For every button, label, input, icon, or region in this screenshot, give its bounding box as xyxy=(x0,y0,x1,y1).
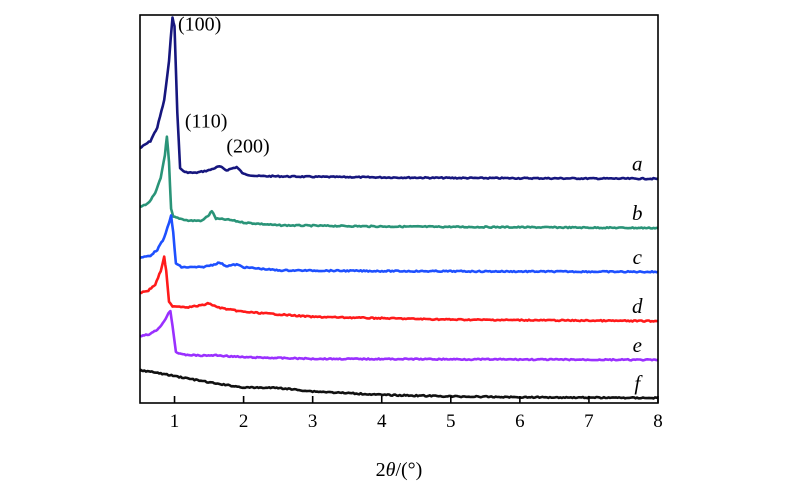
series-f-line xyxy=(139,368,659,400)
series-label-a: a xyxy=(632,152,643,176)
x-tick-label: 3 xyxy=(308,411,318,432)
x-tick-label: 7 xyxy=(584,411,594,432)
curves xyxy=(139,16,659,400)
series-a-line xyxy=(139,16,659,181)
x-tick-label: 2 xyxy=(239,411,249,432)
peak-label: (110) xyxy=(185,111,228,133)
series-label-e: e xyxy=(633,333,642,357)
series-label-f: f xyxy=(634,371,643,395)
series-d-line xyxy=(140,255,658,323)
series-b-line xyxy=(139,135,659,230)
series-e-line xyxy=(139,309,659,362)
series-label-d: d xyxy=(632,294,643,318)
curve-labels: a bc def xyxy=(632,152,643,395)
peak-labels: (100) (110) (200) xyxy=(178,14,270,158)
x-tick-label: 5 xyxy=(446,411,456,432)
x-tick-label: 4 xyxy=(377,411,387,432)
x-axis-label: 2θ/(°) xyxy=(376,459,423,481)
series-c-line xyxy=(139,214,659,274)
plot-frame xyxy=(139,14,659,404)
series-label-c: c xyxy=(633,245,643,269)
peak-label: (100) xyxy=(178,14,221,36)
x-tick-label: 6 xyxy=(515,411,525,432)
series-label-b: b xyxy=(632,201,643,225)
x-tick-label: 1 xyxy=(170,411,180,432)
x-tick-label: 8 xyxy=(653,411,663,432)
x-axis-ticks: 1 2 3 4 5 6 7 8 xyxy=(170,396,663,432)
peak-label: (200) xyxy=(226,136,269,158)
